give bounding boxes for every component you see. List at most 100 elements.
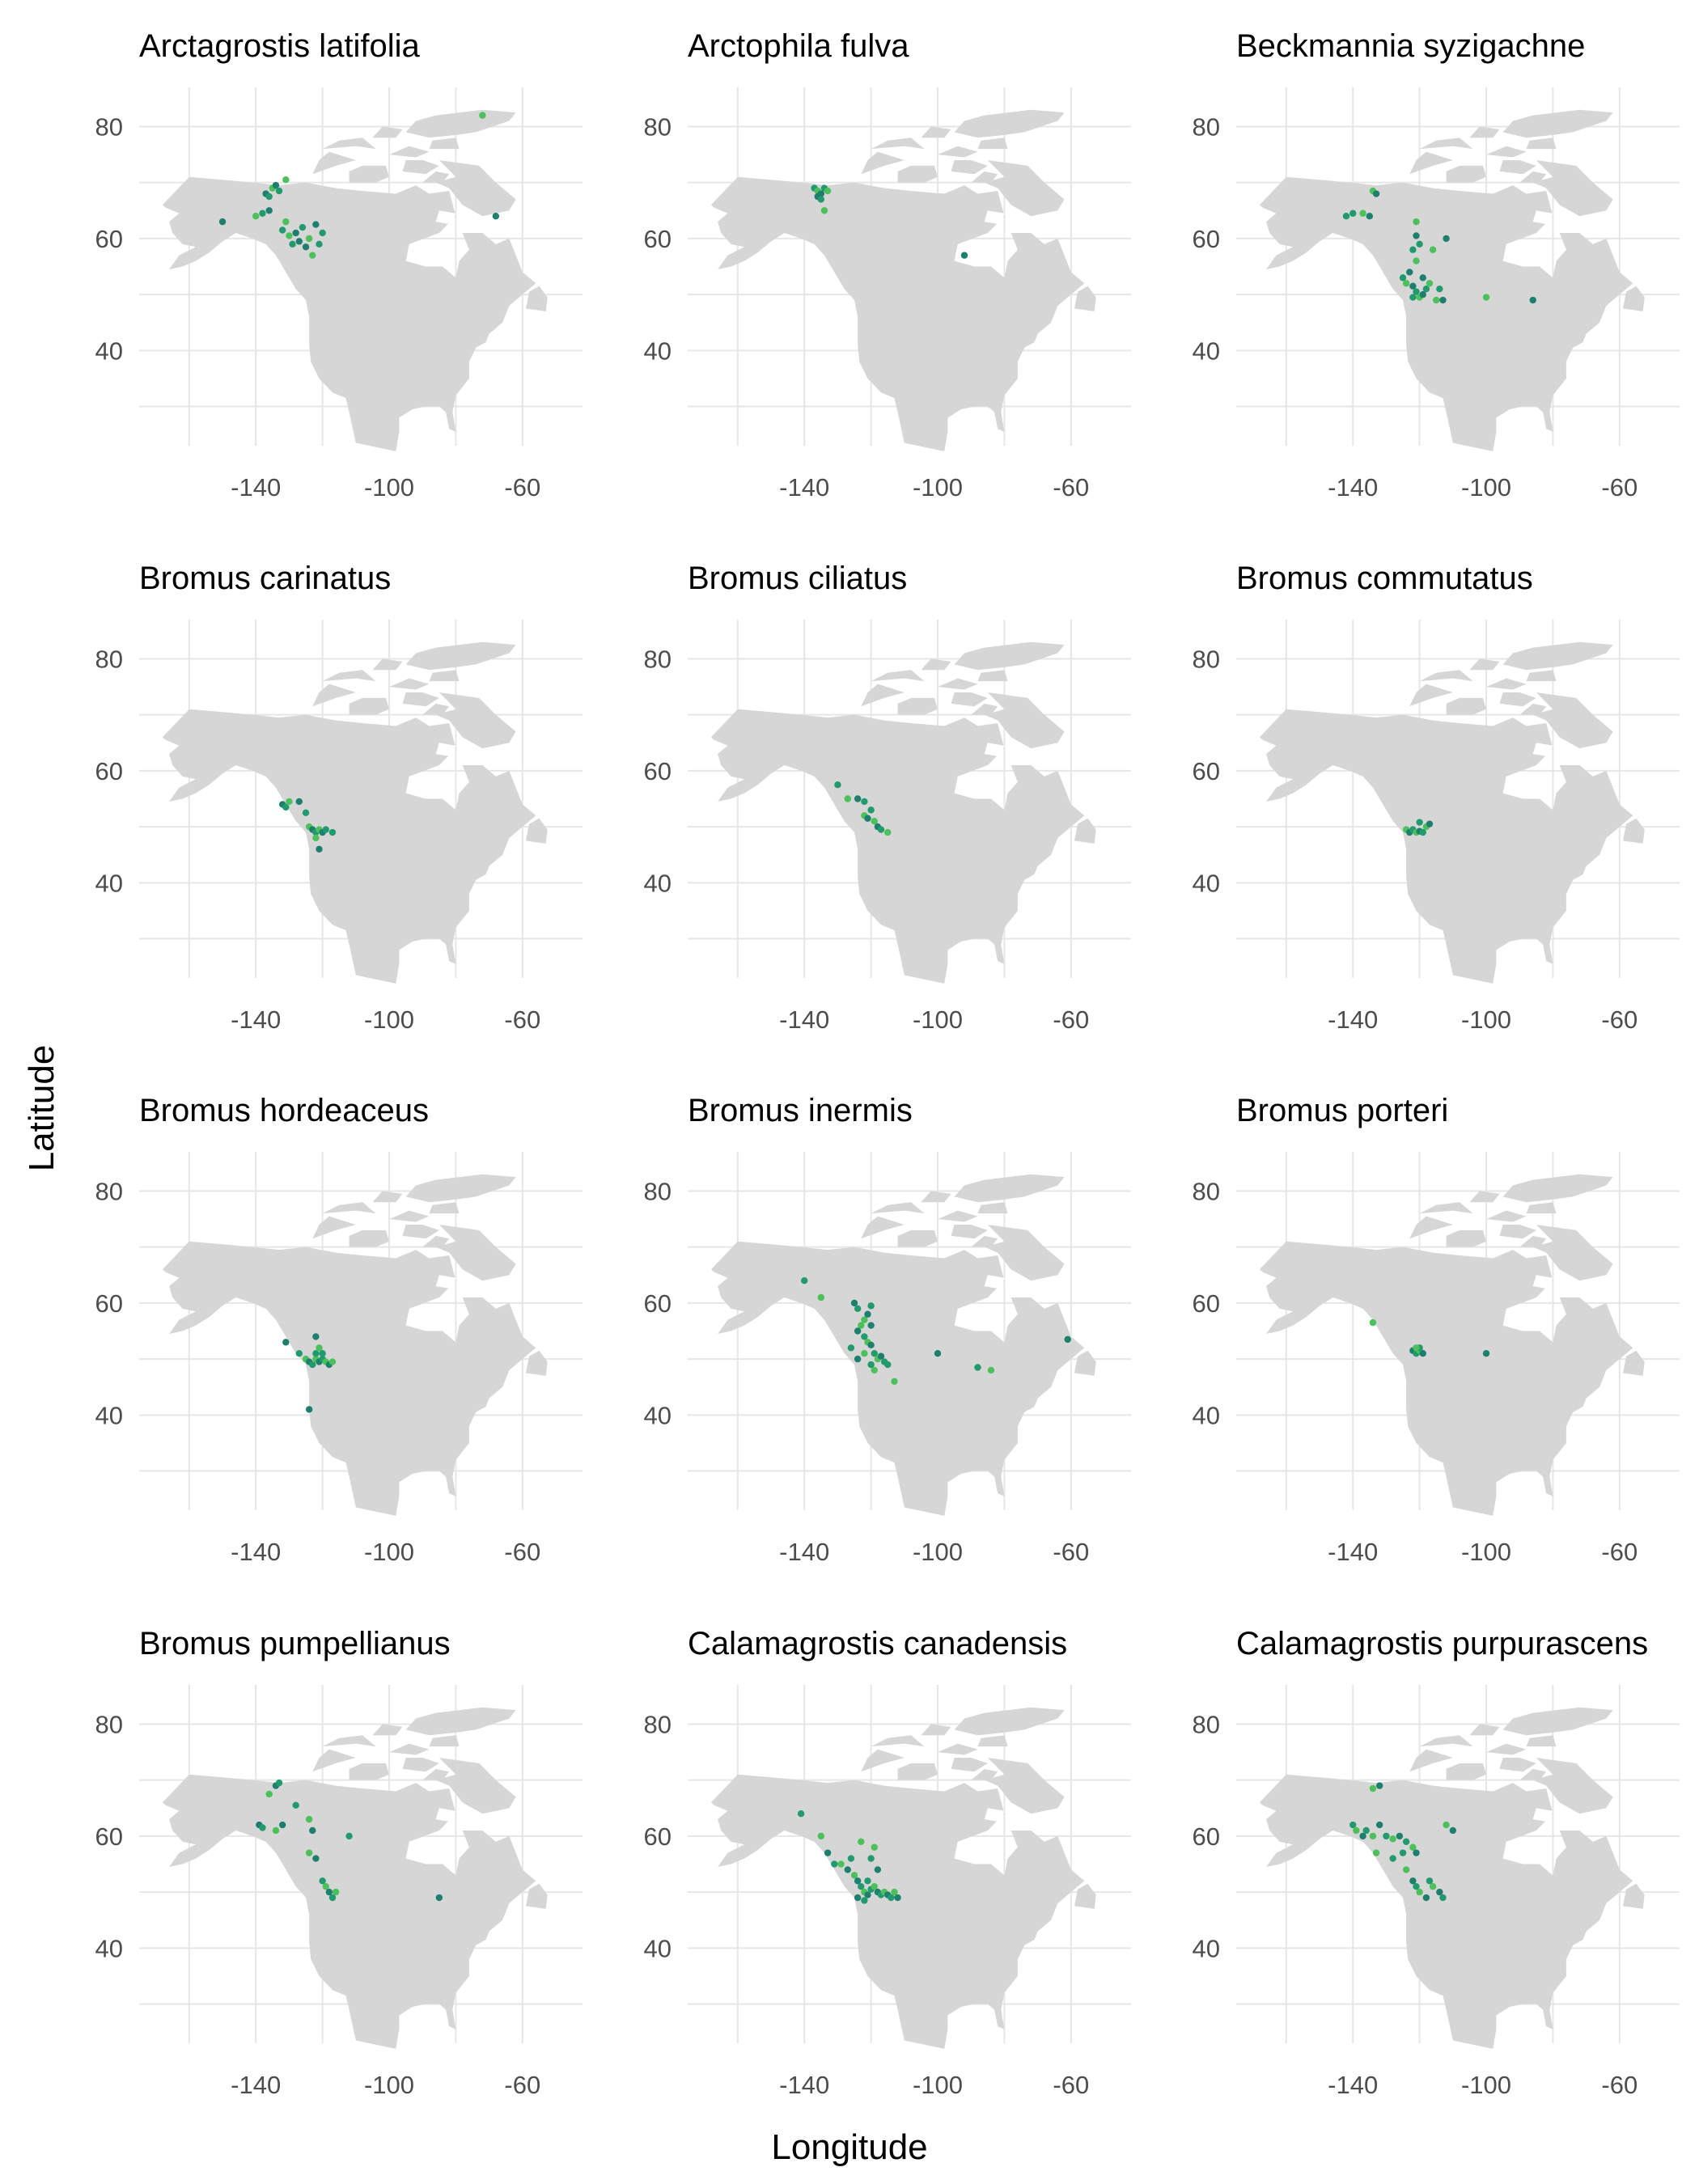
y-tick-label: 80 bbox=[1193, 1710, 1220, 1738]
x-tick-label: -60 bbox=[504, 473, 540, 502]
occurrence-points bbox=[797, 1810, 901, 1904]
x-tick-label: -60 bbox=[504, 1005, 540, 1034]
north-america-landmass bbox=[710, 641, 1096, 984]
occurrence-points bbox=[1349, 1782, 1457, 1902]
occurrence-point bbox=[265, 207, 273, 214]
map-panel: Bromus inermis 40 60 80 -140 -100 -60 bbox=[644, 1093, 1131, 1566]
occurrence-point bbox=[864, 815, 871, 822]
occurrence-point bbox=[289, 240, 296, 248]
occurrence-point bbox=[1482, 1349, 1490, 1357]
y-tick-label: 40 bbox=[95, 1934, 123, 1962]
occurrence-point bbox=[435, 1894, 443, 1902]
occurrence-point bbox=[265, 1790, 273, 1798]
occurrence-point bbox=[218, 218, 227, 226]
occurrence-point bbox=[309, 1826, 316, 1835]
occurrence-points bbox=[278, 798, 337, 853]
occurrence-point bbox=[871, 817, 878, 825]
occurrence-point bbox=[1396, 1832, 1404, 1840]
occurrence-point bbox=[884, 1361, 892, 1369]
occurrence-points bbox=[256, 1779, 443, 1902]
x-tick-label: -60 bbox=[1053, 1005, 1089, 1034]
occurrence-point bbox=[974, 1364, 981, 1371]
x-tick-label: -60 bbox=[1053, 2071, 1089, 2099]
occurrence-point bbox=[1429, 246, 1437, 253]
occurrence-point bbox=[286, 798, 293, 806]
occurrence-point bbox=[854, 1877, 862, 1885]
y-tick-label: 80 bbox=[644, 1710, 672, 1738]
y-tick-label: 60 bbox=[644, 757, 672, 785]
occurrence-point bbox=[1413, 1849, 1420, 1856]
occurrence-point bbox=[888, 1894, 895, 1902]
occurrence-point bbox=[259, 1824, 266, 1831]
occurrence-point bbox=[867, 1322, 875, 1329]
x-tick-label: -100 bbox=[1461, 473, 1511, 502]
occurrence-point bbox=[867, 1855, 875, 1862]
occurrence-point bbox=[1409, 1843, 1417, 1851]
occurrence-point bbox=[861, 1316, 868, 1323]
occurrence-point bbox=[1413, 232, 1420, 239]
y-tick-label: 40 bbox=[95, 869, 123, 897]
occurrence-point bbox=[1369, 1832, 1377, 1840]
occurrence-point bbox=[328, 1358, 337, 1365]
panel-title: Bromus pumpellianus bbox=[139, 1626, 451, 1661]
occurrence-point bbox=[319, 1877, 326, 1885]
occurrence-point bbox=[1426, 280, 1434, 287]
x-tick-label: -60 bbox=[1601, 473, 1638, 502]
north-america-landmass bbox=[710, 1174, 1096, 1516]
occurrence-point bbox=[861, 798, 868, 806]
panel-title: Bromus hordeaceus bbox=[139, 1093, 429, 1128]
occurrence-point bbox=[328, 1894, 337, 1902]
occurrence-point bbox=[292, 1801, 299, 1809]
y-tick-label: 60 bbox=[644, 1822, 672, 1851]
north-america-landmass bbox=[710, 1707, 1096, 2049]
occurrence-point bbox=[1402, 1838, 1410, 1846]
occurrence-point bbox=[1413, 1882, 1420, 1890]
occurrence-point bbox=[891, 1378, 898, 1385]
y-tick-label: 60 bbox=[95, 1822, 123, 1851]
occurrence-point bbox=[864, 1310, 871, 1318]
north-america-landmass bbox=[162, 641, 548, 984]
panel-title: Bromus commutatus bbox=[1236, 561, 1533, 596]
map-panel: Beckmannia syzigachne 40 60 80 -140 -100 -60 bbox=[1193, 28, 1680, 502]
y-tick-label: 60 bbox=[95, 1289, 123, 1318]
occurrence-point bbox=[1064, 1335, 1071, 1344]
occurrence-point bbox=[322, 1882, 329, 1890]
occurrence-point bbox=[867, 1341, 875, 1349]
north-america-landmass bbox=[1259, 1707, 1645, 2049]
occurrence-point bbox=[861, 1897, 868, 1904]
x-axis-title: Longitude bbox=[771, 2127, 928, 2167]
north-america-landmass bbox=[1259, 641, 1645, 984]
occurrence-point bbox=[850, 1872, 858, 1879]
occurrence-point bbox=[265, 193, 273, 201]
north-america-landmass bbox=[162, 109, 548, 451]
y-tick-label: 40 bbox=[644, 1401, 672, 1429]
occurrence-point bbox=[854, 1894, 862, 1902]
occurrence-point bbox=[282, 803, 290, 811]
occurrence-point bbox=[797, 1810, 805, 1818]
occurrence-point bbox=[1372, 1849, 1380, 1856]
occurrence-point bbox=[854, 1355, 862, 1363]
occurrence-points bbox=[811, 184, 968, 259]
occurrence-point bbox=[1402, 280, 1410, 287]
occurrence-point bbox=[305, 1815, 313, 1823]
occurrence-point bbox=[861, 1349, 868, 1357]
occurrence-point bbox=[299, 223, 307, 231]
occurrence-point bbox=[1349, 210, 1357, 217]
occurrence-point bbox=[834, 781, 841, 789]
y-tick-label: 60 bbox=[644, 225, 672, 253]
y-tick-label: 40 bbox=[644, 869, 672, 897]
x-tick-label: -140 bbox=[1328, 2071, 1378, 2099]
occurrence-point bbox=[259, 210, 266, 217]
occurrence-point bbox=[1416, 819, 1423, 826]
occurrence-point bbox=[861, 1333, 868, 1340]
occurrence-point bbox=[479, 112, 486, 119]
y-tick-label: 80 bbox=[1193, 1177, 1220, 1205]
north-america-landmass bbox=[710, 109, 1096, 451]
y-axis-title: Latitude bbox=[22, 1044, 61, 1172]
occurrence-points bbox=[834, 781, 892, 836]
occurrence-point bbox=[325, 1888, 333, 1896]
occurrence-point bbox=[1369, 1318, 1377, 1327]
occurrence-point bbox=[295, 798, 303, 806]
occurrence-point bbox=[312, 834, 320, 842]
x-tick-label: -100 bbox=[913, 2071, 963, 2099]
